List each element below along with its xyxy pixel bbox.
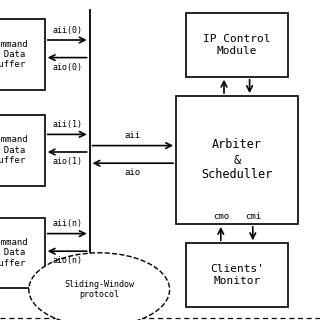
FancyBboxPatch shape — [0, 218, 45, 288]
Text: Command
& Data
Buffer: Command & Data Buffer — [0, 238, 28, 268]
Text: IP Control
Module: IP Control Module — [203, 34, 270, 56]
Text: Command
& Data
Buffer: Command & Data Buffer — [0, 39, 28, 69]
Text: aio(0): aio(0) — [52, 63, 82, 72]
Text: Sliding-Window
protocol: Sliding-Window protocol — [64, 280, 134, 299]
FancyBboxPatch shape — [186, 243, 288, 307]
Text: aii(0): aii(0) — [52, 26, 82, 35]
FancyBboxPatch shape — [176, 96, 298, 224]
FancyBboxPatch shape — [0, 115, 45, 186]
Text: Clients'
Monitor: Clients' Monitor — [210, 264, 264, 286]
Text: aii(n): aii(n) — [52, 220, 82, 228]
Text: Arbiter
&
Scheduller: Arbiter & Scheduller — [201, 139, 272, 181]
Text: cmi: cmi — [245, 212, 261, 221]
FancyBboxPatch shape — [186, 13, 288, 77]
Text: aio(n): aio(n) — [52, 256, 82, 265]
Text: aii: aii — [125, 132, 141, 140]
Text: aio: aio — [125, 168, 141, 177]
Ellipse shape — [29, 253, 170, 320]
Text: cmo: cmo — [213, 212, 229, 221]
Text: Command
& Data
Buffer: Command & Data Buffer — [0, 135, 28, 165]
Text: aii(1): aii(1) — [52, 120, 82, 129]
Text: aio(1): aio(1) — [52, 157, 82, 166]
FancyBboxPatch shape — [0, 19, 45, 90]
